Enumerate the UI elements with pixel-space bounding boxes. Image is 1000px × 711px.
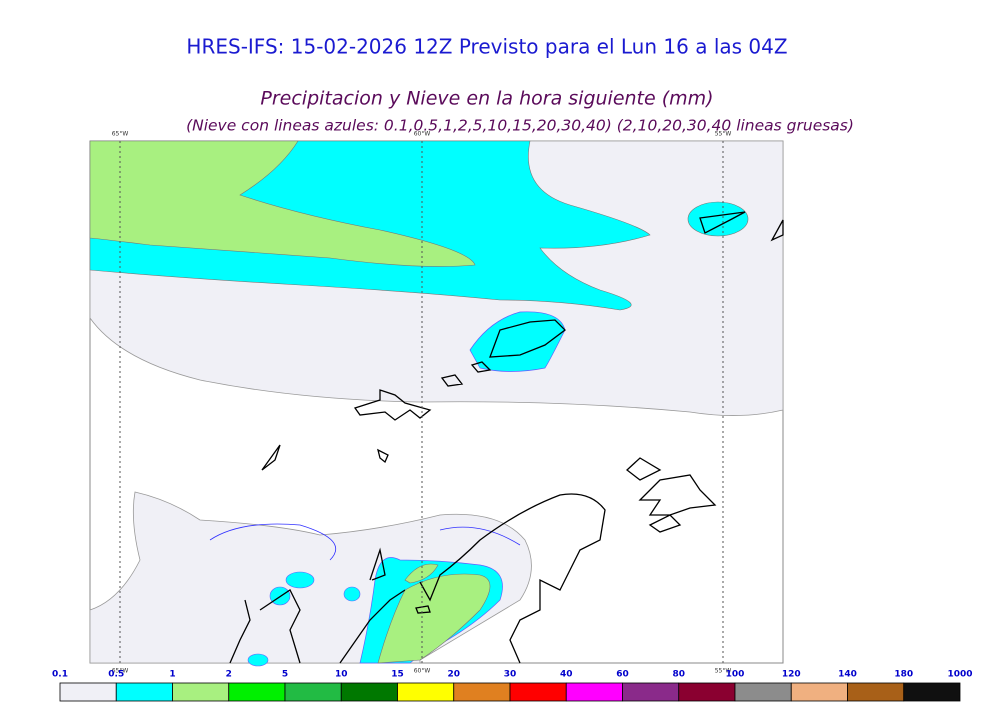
- colorbar-segment: [622, 682, 680, 702]
- coastline: [625, 457, 717, 533]
- colorbar-label: 20: [447, 670, 460, 680]
- colorbar-segment: [397, 682, 455, 702]
- precip-cyan: [247, 653, 269, 667]
- colorbar-segment: [847, 682, 905, 702]
- colorbar-segment: [790, 682, 848, 702]
- precip-green: [404, 563, 439, 584]
- precip-green: [89, 140, 476, 267]
- colorbar-label: 80: [672, 670, 685, 680]
- colorbar: 0.1 0.5 1 2 5 10 15 20 30 40 60 80 100 120 140 180 1000: [52, 670, 973, 702]
- colorbar-segment: [453, 682, 511, 702]
- subtitle: Precipitacion y Nieve en la hora siguien…: [260, 88, 713, 110]
- colorbar-segment: [340, 682, 398, 702]
- precip-cyan: [687, 201, 749, 237]
- colorbar-segment: [59, 682, 117, 702]
- precip-cyan: [343, 586, 361, 602]
- precip-green: [377, 573, 491, 664]
- colorbar-segment: [228, 682, 286, 702]
- coastline: [699, 211, 784, 242]
- colorbar-segment: [903, 682, 961, 702]
- colorbar-label: 0.5: [108, 670, 124, 680]
- colorbar-label: 40: [560, 670, 573, 680]
- colorbar-label: 60: [616, 670, 629, 680]
- colorbar-segment: [115, 682, 173, 702]
- colorbar-label: 5: [282, 670, 288, 680]
- meridian-label: 65°W: [112, 668, 129, 675]
- colorbar-label: 30: [504, 670, 517, 680]
- colorbar-segment: [172, 682, 230, 702]
- colorbar-segment: [509, 682, 567, 702]
- meridian-label: 65°W: [112, 131, 129, 138]
- map: 65°W 60°W 55°W 65°W 60°W 55°W: [89, 131, 784, 675]
- title: HRES-IFS: 15-02-2026 12Z Previsto para e…: [186, 35, 787, 59]
- meridian-label: 55°W: [715, 131, 732, 138]
- colorbar-label: 2: [226, 670, 232, 680]
- snow-contour: [209, 523, 336, 561]
- colorbar-segment: [565, 682, 623, 702]
- coastline: [489, 319, 566, 358]
- meridian-label: 55°W: [715, 668, 732, 675]
- meridian-label: 60°W: [414, 131, 431, 138]
- colorbar-segment: [734, 682, 792, 702]
- colorbar-segment: [678, 682, 736, 702]
- colorbar-label: 140: [838, 670, 857, 680]
- colorbar-label: 15: [391, 670, 404, 680]
- colorbar-label: 1: [169, 670, 175, 680]
- colorbar-label: 0.1: [52, 670, 68, 680]
- colorbar-label: 120: [782, 670, 801, 680]
- coastline: [261, 444, 389, 471]
- snow-contour: [439, 526, 521, 546]
- colorbar-label: 180: [894, 670, 913, 680]
- coastline: [229, 493, 606, 664]
- colorbar-label: 1000: [947, 670, 972, 680]
- coastline: [440, 361, 492, 387]
- meridian-label: 60°W: [414, 668, 431, 675]
- colorbar-segment: [284, 682, 342, 702]
- coastline: [353, 389, 432, 421]
- colorbar-label: 100: [726, 670, 745, 680]
- precip-cyan: [285, 571, 315, 589]
- coastline: [415, 605, 431, 614]
- note: (Nieve con lineas azules: 0.1,0.5,1,2,5,…: [186, 117, 854, 135]
- colorbar-label: 10: [335, 670, 348, 680]
